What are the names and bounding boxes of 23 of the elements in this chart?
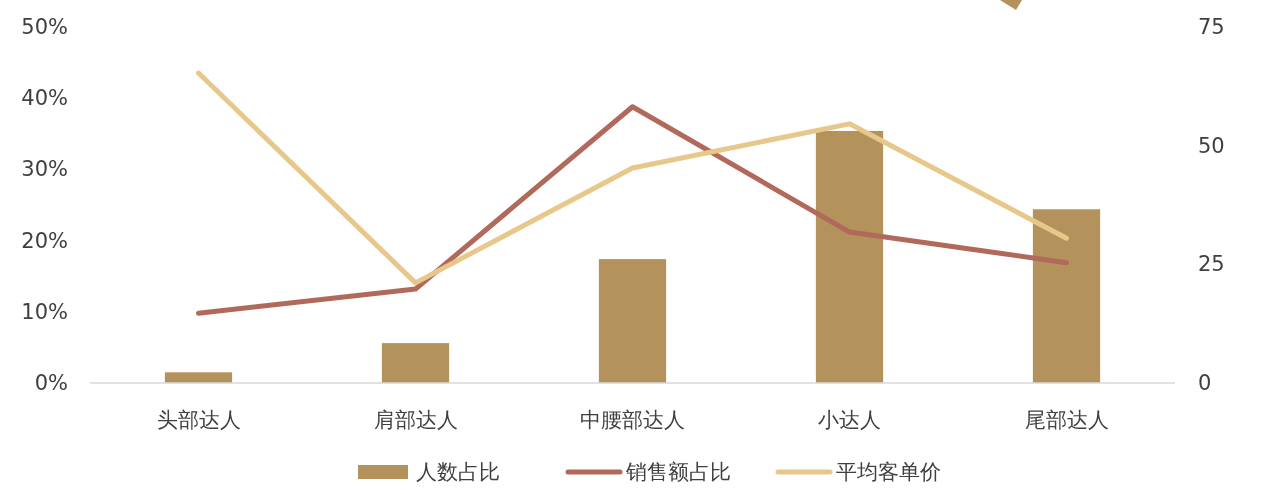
- x-tick-label: 肩部达人: [373, 408, 458, 432]
- y-tick-label: 20%: [21, 228, 68, 253]
- y2-tick-label: 50: [1198, 133, 1225, 158]
- legend-label: 平均客单价: [836, 460, 941, 484]
- bar: [598, 259, 667, 383]
- x-tick-label: 中腰部达人: [580, 408, 685, 432]
- bar: [381, 343, 450, 383]
- legend-label: 人数占比: [416, 460, 500, 484]
- x-tick-label: 头部达人: [156, 408, 241, 432]
- y2-tick-label: 0: [1198, 371, 1212, 395]
- bar: [164, 372, 233, 383]
- bar: [815, 130, 884, 383]
- y-tick-label: 30%: [21, 157, 68, 182]
- y2-tick-label: 25: [1198, 252, 1225, 277]
- y-tick-label: 40%: [21, 86, 68, 111]
- x-tick-label: 小达人: [818, 408, 881, 432]
- y-tick-label: 10%: [21, 299, 68, 324]
- x-tick-label: 尾部达人: [1024, 408, 1109, 432]
- bar: [1032, 209, 1101, 383]
- y2-tick-label: 75: [1198, 15, 1225, 39]
- legend-label: 销售额占比: [625, 460, 731, 484]
- y-tick-label: 50%: [21, 15, 68, 39]
- y-tick-label: 0%: [34, 371, 68, 395]
